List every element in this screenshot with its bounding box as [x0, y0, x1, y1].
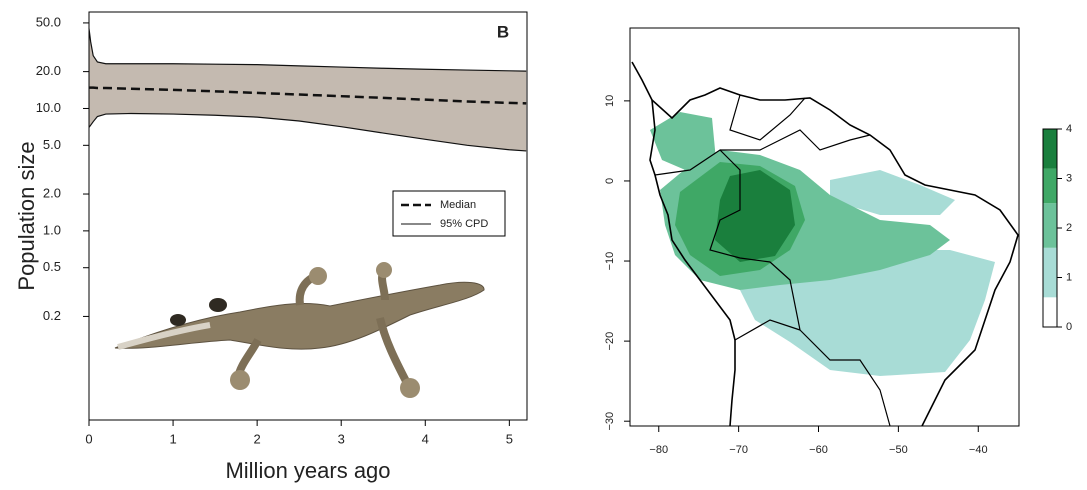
x-tick-label: −80: [649, 444, 668, 456]
border: [720, 130, 870, 150]
y-tick-label: 0.5: [43, 259, 61, 274]
figure: B Million years ago Population size Medi…: [0, 0, 1087, 490]
x-tick-label: 5: [506, 431, 513, 446]
y-tick-label: 10.0: [36, 100, 61, 115]
panel-label: B: [497, 22, 509, 41]
y-tick-label: 50.0: [36, 14, 61, 29]
map-layer: [632, 62, 1018, 426]
gecko-mark: [209, 298, 227, 312]
y-tick-label: 0: [604, 178, 616, 184]
colorbar-tick-label: 0: [1066, 321, 1072, 333]
x-tick-label: 4: [422, 431, 429, 446]
colorbar-segment: [1043, 129, 1057, 169]
y-tick-label: −10: [604, 252, 616, 271]
x-tick-label: 3: [338, 431, 345, 446]
colorbar-segment: [1043, 297, 1057, 327]
colorbar-segment: [1043, 248, 1057, 297]
gecko-foot: [376, 262, 392, 278]
legend: Median 95% CPD: [393, 191, 505, 236]
x-tick-label: 2: [254, 431, 261, 446]
x-tick-label: 1: [169, 431, 176, 446]
gecko-foot: [400, 378, 420, 398]
colorbar-tick-label: 1: [1066, 271, 1072, 283]
gecko-image: [115, 262, 484, 398]
colorbar-segment: [1043, 203, 1057, 248]
gecko-mark: [170, 314, 186, 326]
y-tick-label: −20: [604, 332, 616, 351]
gecko-leg: [380, 318, 408, 385]
x-axis-label: Million years ago: [225, 458, 390, 483]
colorbar-segment: [1043, 169, 1057, 204]
x-tick-label: −50: [889, 444, 908, 456]
colorbar-tick-label: 3: [1066, 172, 1072, 184]
y-tick-label: 10: [604, 95, 616, 107]
legend-label: 95% CPD: [440, 218, 488, 230]
y-tick-label: −30: [604, 412, 616, 431]
x-tick-label: −60: [809, 444, 828, 456]
x-tick-label: −40: [969, 444, 988, 456]
y-tick-label: 2.0: [43, 185, 61, 200]
y-tick-label: 1.0: [43, 222, 61, 237]
y-tick-label: 20.0: [36, 63, 61, 78]
confidence-band: [89, 29, 526, 151]
colorbar-tick-label: 4: [1066, 123, 1072, 135]
y-tick-label: 5.0: [43, 137, 61, 152]
y-tick-label: 0.2: [43, 308, 61, 323]
gecko-foot: [230, 370, 250, 390]
suitability-region: [650, 112, 716, 172]
x-tick-label: −70: [729, 444, 748, 456]
legend-label: Median: [440, 199, 476, 211]
x-tick-label: 0: [85, 431, 92, 446]
y-axis-label: Population size: [14, 141, 39, 290]
colorbar-tick-label: 2: [1066, 222, 1072, 234]
gecko-foot: [309, 267, 327, 285]
